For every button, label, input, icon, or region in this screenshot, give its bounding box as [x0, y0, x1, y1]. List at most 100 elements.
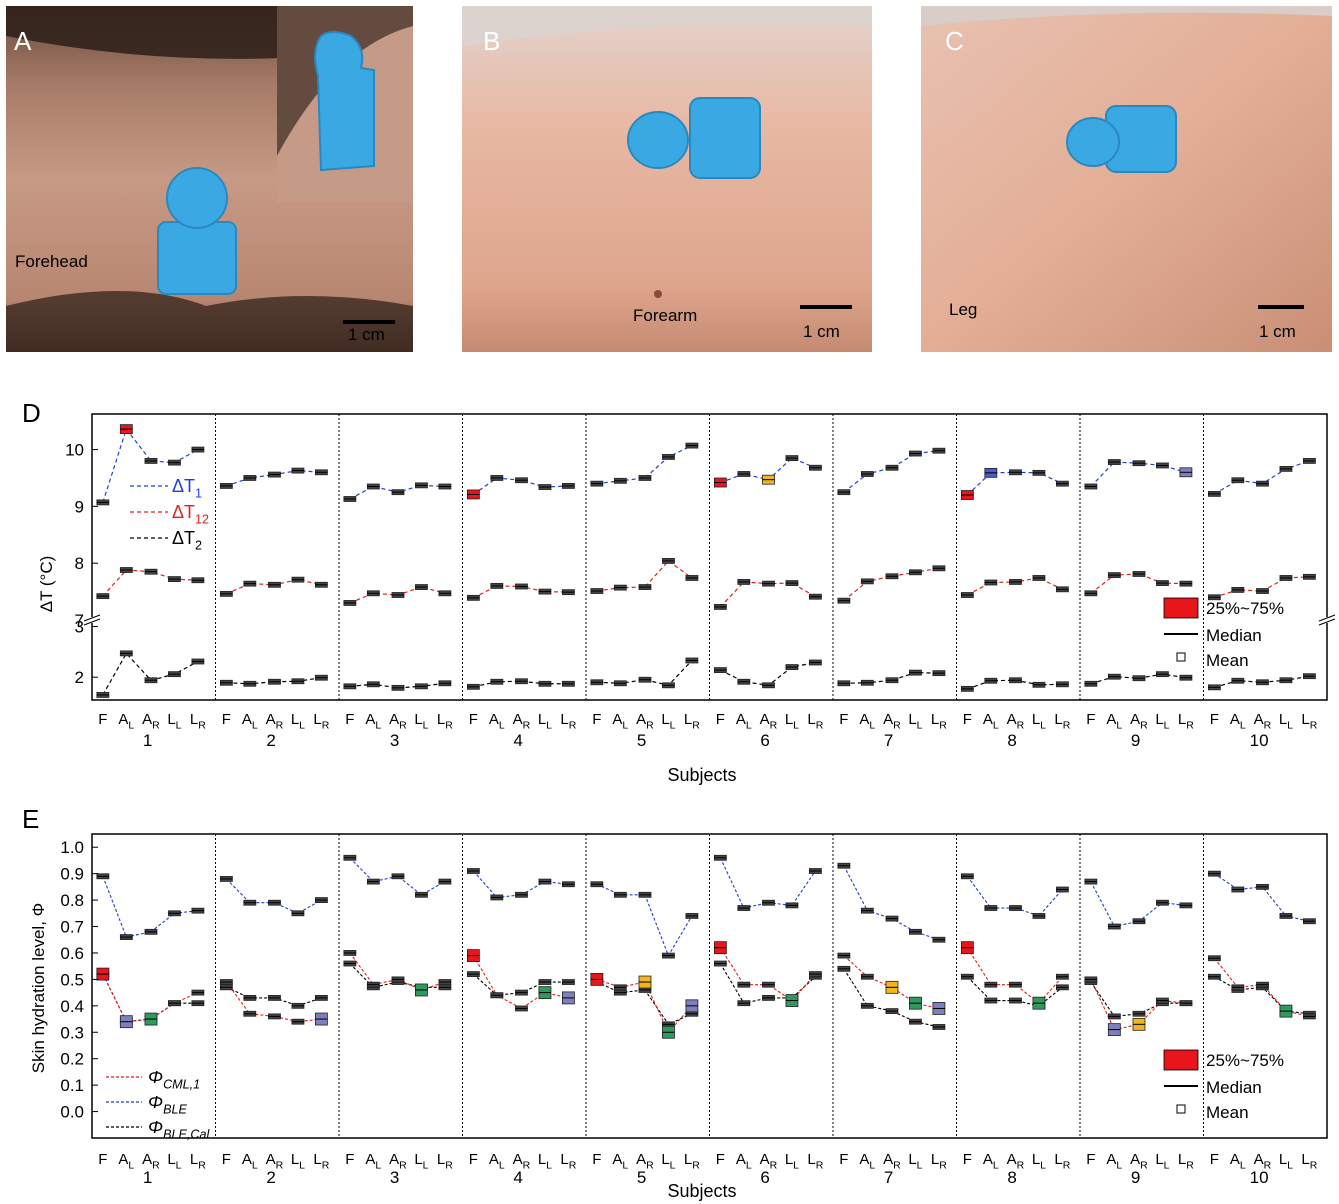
x-tick-label-LR: LR: [437, 711, 453, 732]
x-tick-label-AL: AL: [489, 1151, 505, 1172]
legend-mean-swatch: [1176, 1104, 1186, 1114]
dt2-line: [720, 661, 816, 686]
x-tick-label-AR: AR: [1130, 711, 1148, 732]
x-tick-label-AR: AR: [636, 1151, 654, 1172]
y-tick-label: 0.7: [60, 918, 84, 937]
x-tick-label-LL: LL: [538, 711, 552, 732]
subject-label-2: 2: [266, 731, 275, 750]
legend-mean-swatch: [1176, 652, 1186, 662]
panel-label-c: C: [945, 26, 964, 56]
x-tick-label-F: F: [345, 711, 354, 728]
y-tick-label: 0.9: [60, 865, 84, 884]
subject-label-4: 4: [513, 731, 522, 750]
x-tick-label-AL: AL: [983, 1151, 999, 1172]
x-tick-label-AR: AR: [1254, 711, 1272, 732]
x-tick-label-F: F: [716, 711, 725, 728]
x-tick-label-F: F: [98, 1151, 107, 1168]
y-tick-label: 1.0: [60, 838, 84, 857]
axis-break-gap: [84, 617, 100, 623]
x-axis-label-d: Subjects: [667, 765, 736, 785]
x-tick-label-AR: AR: [1254, 1151, 1272, 1172]
x-tick-label-AR: AR: [142, 1151, 160, 1172]
y-axis-label-e: Skin hydration level, Φ: [29, 903, 48, 1073]
x-tick-label-AR: AR: [266, 711, 284, 732]
plot-frame: [91, 413, 1328, 701]
y-tick-label: 0.8: [60, 891, 84, 910]
legend-box-swatch: [1163, 1049, 1199, 1071]
x-axis-label-e: Subjects: [667, 1181, 736, 1201]
subject-label-6: 6: [760, 1168, 769, 1187]
x-tick-label-LR: LR: [1301, 1151, 1317, 1172]
photo-forearm: [462, 6, 872, 352]
subject-label-10: 10: [1250, 731, 1269, 750]
ble-line: [102, 876, 198, 938]
x-tick-label-AR: AR: [883, 711, 901, 732]
x-tick-label-F: F: [1086, 1151, 1095, 1168]
scale-bar-c: [1258, 305, 1304, 309]
dt12-line: [1214, 576, 1310, 598]
x-tick-label-LL: LL: [1279, 711, 1293, 732]
subject-label-7: 7: [884, 731, 893, 750]
x-tick-label-F: F: [716, 1151, 725, 1168]
subject-label-3: 3: [390, 731, 399, 750]
x-tick-label-LR: LR: [1054, 1151, 1070, 1172]
x-tick-label-AL: AL: [365, 1151, 381, 1172]
x-tick-label-AL: AL: [1106, 1151, 1122, 1172]
dt2-line: [349, 682, 445, 689]
x-tick-label-LR: LR: [560, 711, 576, 732]
ble-line: [1214, 873, 1310, 922]
x-tick-label-LR: LR: [807, 1151, 823, 1172]
x-tick-label-AL: AL: [612, 1151, 628, 1172]
axis-break-mark: [1318, 618, 1336, 626]
ble-line: [225, 878, 322, 914]
legend-box-label: 25%~75%: [1206, 599, 1284, 618]
x-tick-label-LR: LR: [437, 1151, 453, 1172]
y-tick-label: 3: [75, 618, 84, 637]
dt2-line: [473, 680, 569, 688]
legend-box-label: 25%~75%: [1206, 1051, 1284, 1070]
x-tick-label-LL: LL: [414, 711, 428, 732]
x-tick-label-AR: AR: [513, 711, 531, 732]
y-tick-label: 10: [65, 441, 84, 460]
subject-label-8: 8: [1007, 731, 1016, 750]
legend-label-0: ΦCML,1: [148, 1067, 200, 1091]
axis-break-mark: [83, 614, 101, 622]
axis-break-mark: [83, 618, 101, 626]
legend-median-label: Median: [1206, 626, 1262, 645]
cml-line: [349, 952, 446, 991]
y-tick-label: 0.5: [60, 970, 84, 989]
x-tick-label-AR: AR: [266, 1151, 284, 1172]
y-tick-label: 9: [75, 497, 84, 516]
x-tick-label-LL: LL: [661, 711, 675, 732]
panel-label-d: D: [22, 398, 41, 428]
x-tick-label-AR: AR: [389, 1151, 407, 1172]
subject-label-1: 1: [143, 731, 152, 750]
subject-label-5: 5: [637, 731, 646, 750]
site-label-forearm: Forearm: [633, 306, 698, 325]
panel-label-e: E: [22, 804, 40, 834]
subject-label-1: 1: [143, 1168, 152, 1187]
legend-mean-label: Mean: [1206, 1103, 1249, 1122]
x-tick-label-AR: AR: [513, 1151, 531, 1172]
subject-label-10: 10: [1250, 1168, 1269, 1187]
x-tick-label-AR: AR: [1130, 1151, 1148, 1172]
subject-label-5: 5: [637, 1168, 646, 1187]
x-tick-label-F: F: [345, 1151, 354, 1168]
y-tick-label: 0.2: [60, 1050, 84, 1069]
cml-line: [719, 947, 816, 1002]
x-tick-label-F: F: [469, 1151, 478, 1168]
x-tick-label-LL: LL: [167, 711, 181, 732]
x-tick-label-LR: LR: [1178, 711, 1194, 732]
x-tick-label-AL: AL: [242, 1151, 258, 1172]
x-tick-label-AR: AR: [760, 1151, 778, 1172]
x-tick-label-F: F: [98, 711, 107, 728]
blecal-line: [843, 968, 940, 1028]
x-tick-label-LR: LR: [1054, 711, 1070, 732]
axis-break-gap: [1319, 617, 1335, 623]
x-tick-label-LR: LR: [190, 1151, 206, 1172]
scale-bar-b: [800, 305, 852, 309]
subject-label-2: 2: [266, 1168, 275, 1187]
cml-line: [843, 955, 940, 1010]
x-tick-label-LL: LL: [291, 1151, 305, 1172]
